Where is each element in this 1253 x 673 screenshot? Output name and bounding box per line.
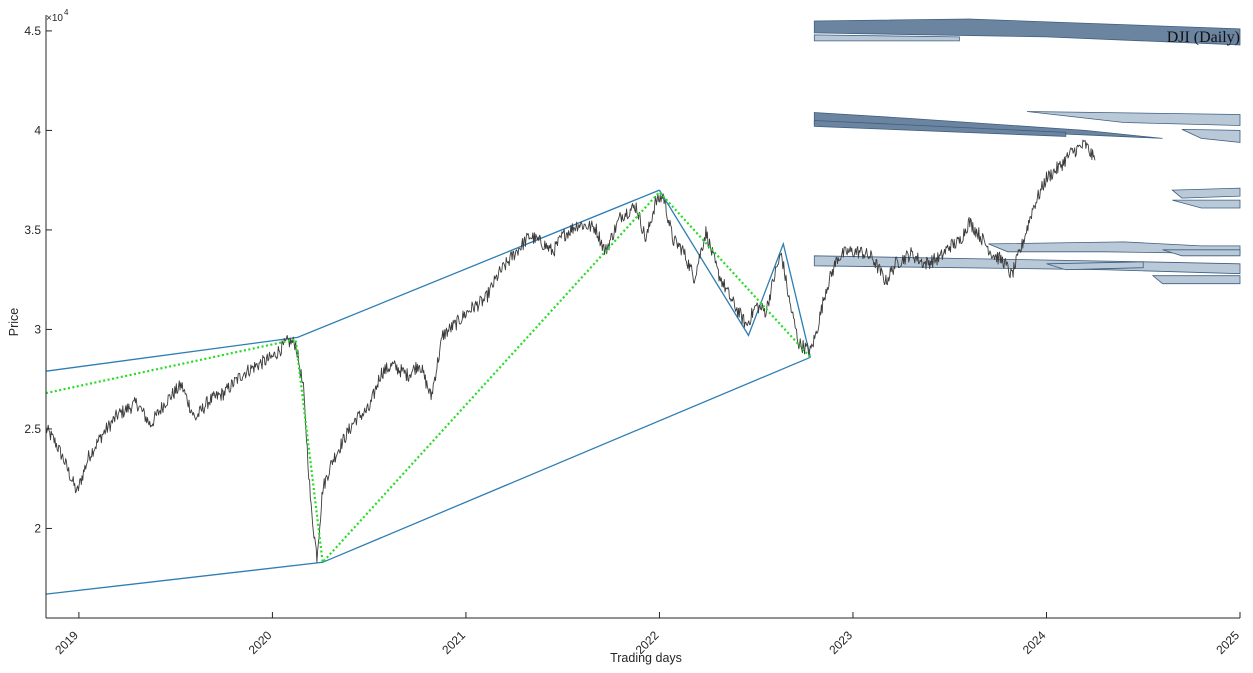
y-tick-label: 2.5: [24, 422, 41, 436]
x-axis-title: Trading days: [610, 651, 682, 665]
channel-line-3: [658, 189, 812, 358]
y-exponent-base: ×10: [46, 13, 63, 24]
price-layer: [45, 139, 1096, 563]
y-tick-label: 2: [34, 521, 41, 535]
price-zone-6: [1181, 129, 1241, 143]
zigzag-line: [45, 190, 812, 565]
x-tick-label: 2025: [1213, 628, 1242, 657]
x-tick-label: 2023: [826, 628, 855, 657]
x-tick-label: 2020: [246, 628, 275, 657]
price-zone-12: [1151, 275, 1241, 285]
x-tick-label: 2021: [439, 628, 468, 657]
zigzag-layer: [45, 190, 812, 565]
y-axis-title: Price: [7, 308, 21, 337]
price-zone-11: [1046, 261, 1144, 271]
price-zone-1: [813, 18, 1241, 46]
price-zone-8: [1172, 199, 1241, 209]
price-zone-4: [813, 120, 1067, 137]
x-tick-label: 2024: [1020, 628, 1049, 657]
price-zone-7: [1171, 187, 1241, 199]
price-zone-2: [813, 34, 960, 42]
y-tick-label: 4.5: [24, 24, 41, 38]
chart-annotation: DJI (Daily): [1167, 29, 1240, 46]
channel-line-2: [45, 356, 811, 595]
price-zone-5: [1027, 111, 1241, 126]
channel-line-1: [45, 189, 660, 372]
price-zone-13: [1162, 249, 1241, 257]
price-series: [45, 139, 1096, 563]
y-tick-label: 3.5: [24, 223, 41, 237]
zones-layer: [813, 18, 1241, 285]
x-tick-label: 2019: [52, 628, 81, 657]
y-tick-label: 4: [34, 123, 41, 137]
y-exponent-power: 4: [64, 8, 69, 17]
y-tick-label: 3: [34, 322, 41, 336]
